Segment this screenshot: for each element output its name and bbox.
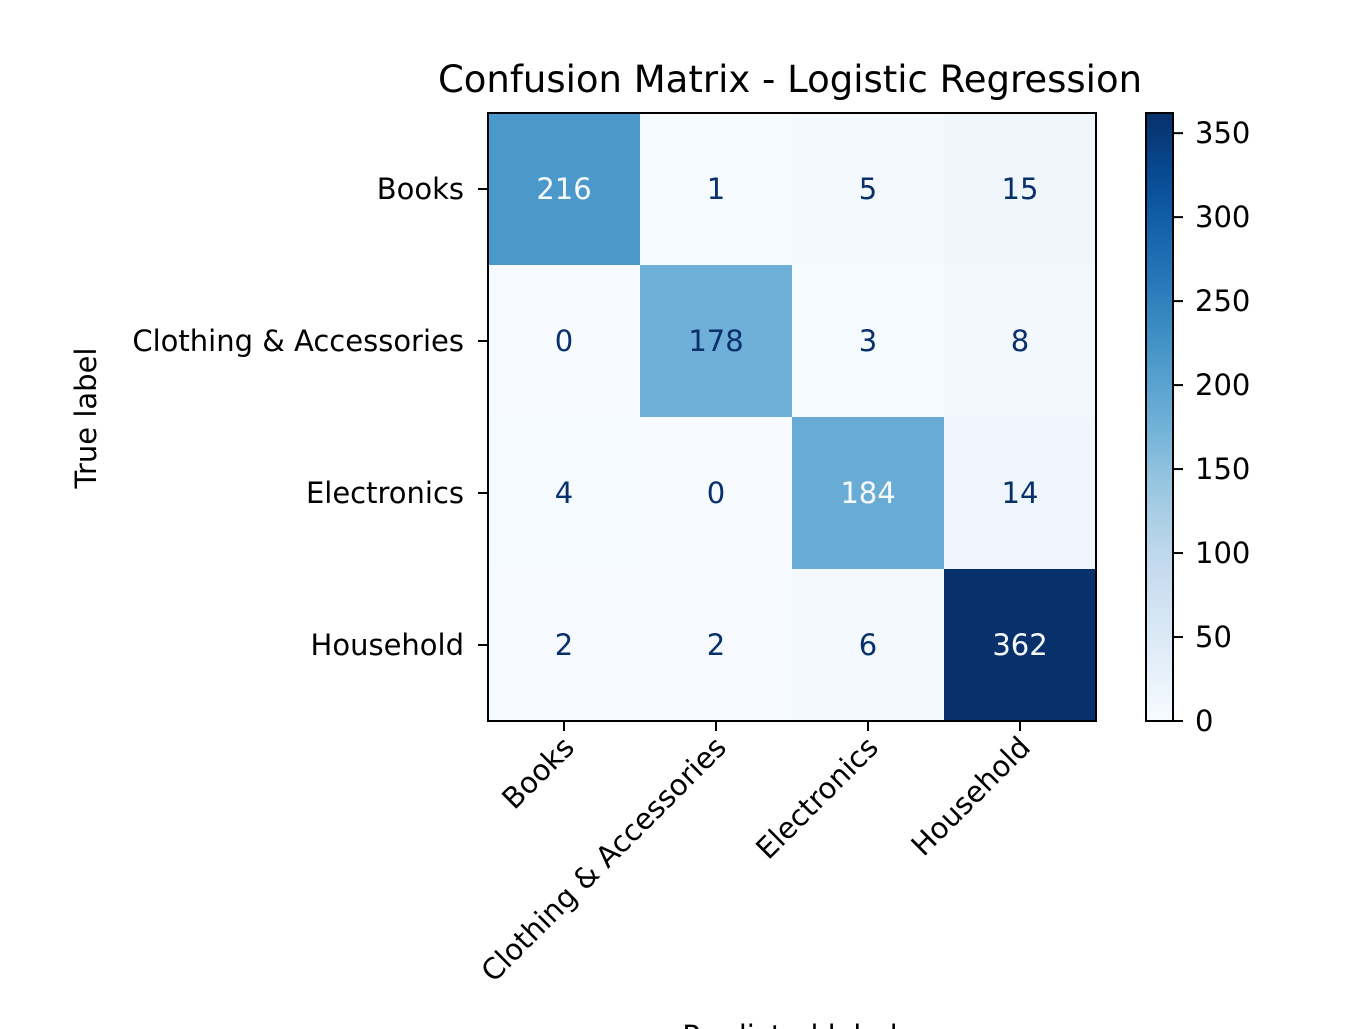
- colorbar-tick-label: 0: [1195, 704, 1213, 738]
- y-tick-labels: Books Clothing & Accessories Electronics Ho…: [132, 172, 488, 662]
- colorbar-tick-label: 150: [1195, 452, 1250, 486]
- y-axis-label: True label: [69, 348, 103, 490]
- heatmap-cell: [792, 113, 944, 265]
- cell-value-label: 15: [1002, 172, 1039, 206]
- colorbar-tick-label: 50: [1195, 620, 1232, 654]
- heatmap-cell: [944, 113, 1096, 265]
- heatmap-cells: [488, 113, 1096, 721]
- y-tick-label: Electronics: [306, 476, 464, 510]
- cell-value-label: 1: [707, 172, 725, 206]
- heatmap-cell: [640, 569, 792, 721]
- cell-value-label: 8: [1011, 324, 1029, 358]
- cell-value-label: 0: [555, 324, 573, 358]
- heatmap-cell: [944, 417, 1096, 569]
- heatmap-cell: [792, 265, 944, 417]
- heatmap-cell: [944, 265, 1096, 417]
- y-tick-label: Books: [377, 172, 464, 206]
- chart-title: Confusion Matrix - Logistic Regression: [438, 58, 1142, 101]
- cell-value-label: 3: [859, 324, 877, 358]
- heatmap-cell: [488, 265, 640, 417]
- y-tick-label: Household: [311, 628, 464, 662]
- plot-frame: [487, 112, 1097, 722]
- heatmap-cell: [792, 417, 944, 569]
- colorbar-tick-label: 200: [1195, 368, 1250, 402]
- heatmap-cell: [488, 417, 640, 569]
- heatmap-cell: [640, 265, 792, 417]
- cell-value-label: 362: [992, 628, 1047, 662]
- x-tick-label: Books: [495, 730, 581, 816]
- cell-value-label: 14: [1002, 476, 1039, 510]
- cell-value-label: 6: [859, 628, 877, 662]
- colorbar-tick-label: 350: [1195, 116, 1250, 150]
- x-axis-label: Predicted label: [682, 1019, 898, 1029]
- cell-value-labels: 216 1 5 150 178 3 84 0 184 142 2 6 362: [536, 172, 1047, 662]
- cell-value-label: 0: [707, 476, 725, 510]
- x-tick-label: Electronics: [749, 730, 885, 866]
- colorbar: 0 50 100 150 200 250 300 350: [1145, 112, 1250, 738]
- cell-value-label: 2: [707, 628, 725, 662]
- cell-value-label: 178: [688, 324, 743, 358]
- cell-value-label: 5: [859, 172, 877, 206]
- cell-value-label: 184: [840, 476, 895, 510]
- colorbar-tick-label: 100: [1195, 536, 1250, 570]
- colorbar-tick-label: 300: [1195, 200, 1250, 234]
- cell-value-label: 216: [536, 172, 591, 206]
- heatmap-cell: [488, 569, 640, 721]
- x-tick-label: Household: [904, 730, 1037, 863]
- colorbar-tick-label: 250: [1195, 284, 1250, 318]
- heatmap-cell: [488, 113, 640, 265]
- y-tick-label: Clothing & Accessories: [132, 324, 464, 358]
- x-tick-label: Clothing & Accessories: [474, 730, 733, 989]
- cell-value-label: 4: [555, 476, 573, 510]
- heatmap-cell: [792, 569, 944, 721]
- heatmap-cell: [944, 569, 1096, 721]
- cell-value-label: 2: [555, 628, 573, 662]
- heatmap-cell: [640, 417, 792, 569]
- colorbar-gradient: [1145, 112, 1174, 722]
- heatmap-cell: [640, 113, 792, 265]
